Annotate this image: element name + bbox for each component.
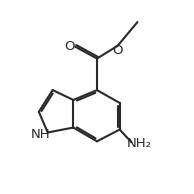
Text: NH: NH [30,128,50,141]
Text: NH₂: NH₂ [127,137,152,150]
Text: O: O [113,44,123,57]
Text: O: O [65,40,75,53]
